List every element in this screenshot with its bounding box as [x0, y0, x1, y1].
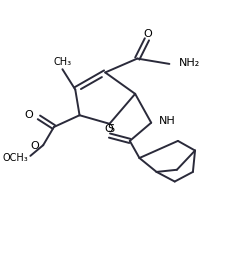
Text: CH₃: CH₃ [53, 57, 72, 67]
Text: OCH₃: OCH₃ [2, 153, 28, 163]
Text: O: O [30, 141, 39, 151]
Text: O: O [144, 29, 152, 39]
Text: O: O [104, 124, 113, 134]
Text: O: O [25, 110, 34, 120]
Text: S: S [107, 124, 114, 134]
Text: NH₂: NH₂ [179, 58, 200, 68]
Text: NH: NH [159, 116, 176, 125]
